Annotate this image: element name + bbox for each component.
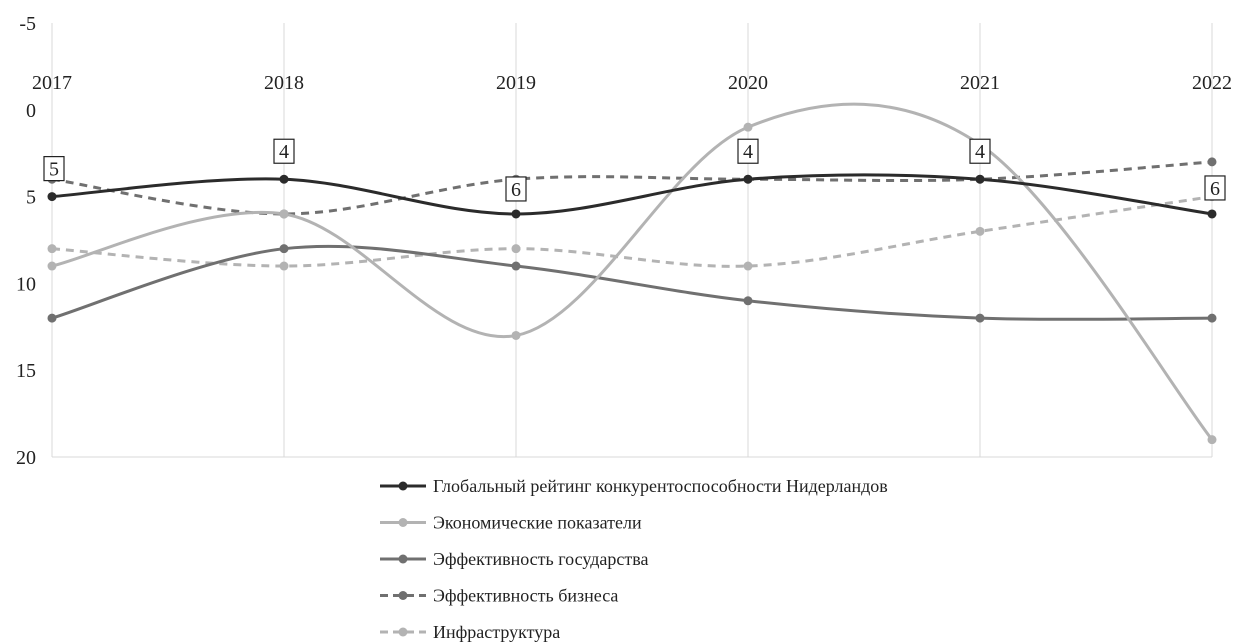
data-point-s4-2019 (511, 244, 521, 254)
data-point-s2-2018 (279, 244, 289, 254)
data-label-box-2021 (969, 138, 991, 164)
data-point-s0-2018 (279, 174, 289, 184)
legend-marker-2 (398, 554, 408, 564)
legend: Глобальный рейтинг конкурентоспособности… (380, 476, 888, 642)
data-point-s3-2022 (1207, 157, 1217, 167)
data-label-box-2017 (43, 156, 65, 182)
y-tick-5: 5 (26, 187, 36, 209)
data-point-s1-2020 (743, 122, 753, 132)
data-label-box-2022 (1204, 175, 1226, 201)
data-label-2019: 6 (511, 179, 521, 201)
y-axis-labels: -5 0 5 10 15 20 (16, 13, 36, 469)
legend-marker-0 (398, 481, 408, 491)
data-point-s4-2018 (279, 261, 289, 271)
data-point-s0-2021 (975, 174, 985, 184)
y-tick-0: 0 (26, 100, 36, 122)
data-point-s4-2017 (47, 244, 57, 254)
x-axis-labels: 2017 2018 2019 2020 2021 2022 (32, 72, 1232, 94)
series-line-0 (50, 173, 1214, 216)
x-tick-2018: 2018 (264, 72, 304, 94)
legend-marker-1 (398, 518, 408, 527)
data-point-s0-2020 (743, 174, 753, 184)
data-label-box-2020 (737, 138, 759, 164)
grid-lines (51, 23, 1213, 458)
data-point-s1-2019 (511, 330, 521, 340)
data-point-s1-2018 (279, 209, 289, 219)
y-tick-20: 20 (16, 447, 36, 469)
data-point-s1-2022 (1207, 435, 1217, 445)
data-label-box-2019 (505, 176, 527, 202)
legend-label-4: Инфраструктура (433, 622, 560, 642)
legend-label-0: Глобальный рейтинг конкурентоспособности… (433, 476, 888, 496)
y-tick--5: -5 (19, 13, 36, 35)
data-point-s4-2020 (743, 261, 753, 271)
data-label-box-2018 (273, 138, 295, 164)
legend-marker-3 (398, 591, 408, 600)
data-point-s4-2021 (975, 226, 985, 236)
series-line-1 (50, 102, 1214, 442)
y-tick-10: 10 (16, 273, 36, 295)
legend-label-2: Эффективность государства (433, 549, 649, 569)
data-point-s0-2022 (1207, 209, 1217, 219)
series-line-3 (51, 160, 1213, 216)
data-label-2018: 4 (279, 141, 289, 163)
series-line-4 (51, 195, 1213, 268)
data-label-2017: 5 (49, 159, 59, 181)
data-labels: 5 4 6 4 4 6 (43, 138, 1226, 202)
data-point-s1-2017 (47, 261, 57, 271)
x-tick-2019: 2019 (496, 72, 536, 94)
x-tick-2020: 2020 (728, 72, 768, 94)
data-label-2020: 4 (743, 141, 753, 163)
legend-marker-4 (398, 627, 408, 637)
data-point-s0-2017 (47, 192, 57, 202)
series-line-2 (50, 244, 1214, 321)
data-point-s2-2019 (511, 261, 521, 271)
x-tick-2021: 2021 (960, 72, 1000, 94)
data-label-2022: 6 (1210, 178, 1220, 200)
data-point-s2-2022 (1207, 313, 1217, 323)
data-point-s0-2019 (511, 209, 521, 219)
data-label-2021: 4 (975, 141, 985, 163)
legend-label-1: Экономические показатели (433, 513, 642, 533)
legend-label-3: Эффективность бизнеса (433, 586, 618, 606)
series-lines (50, 102, 1214, 442)
y-tick-15: 15 (16, 360, 36, 382)
data-point-s2-2020 (743, 296, 753, 306)
x-tick-2017: 2017 (32, 72, 72, 94)
data-point-s2-2021 (975, 313, 985, 323)
data-point-s2-2017 (47, 313, 57, 323)
x-tick-2022: 2022 (1192, 72, 1232, 94)
